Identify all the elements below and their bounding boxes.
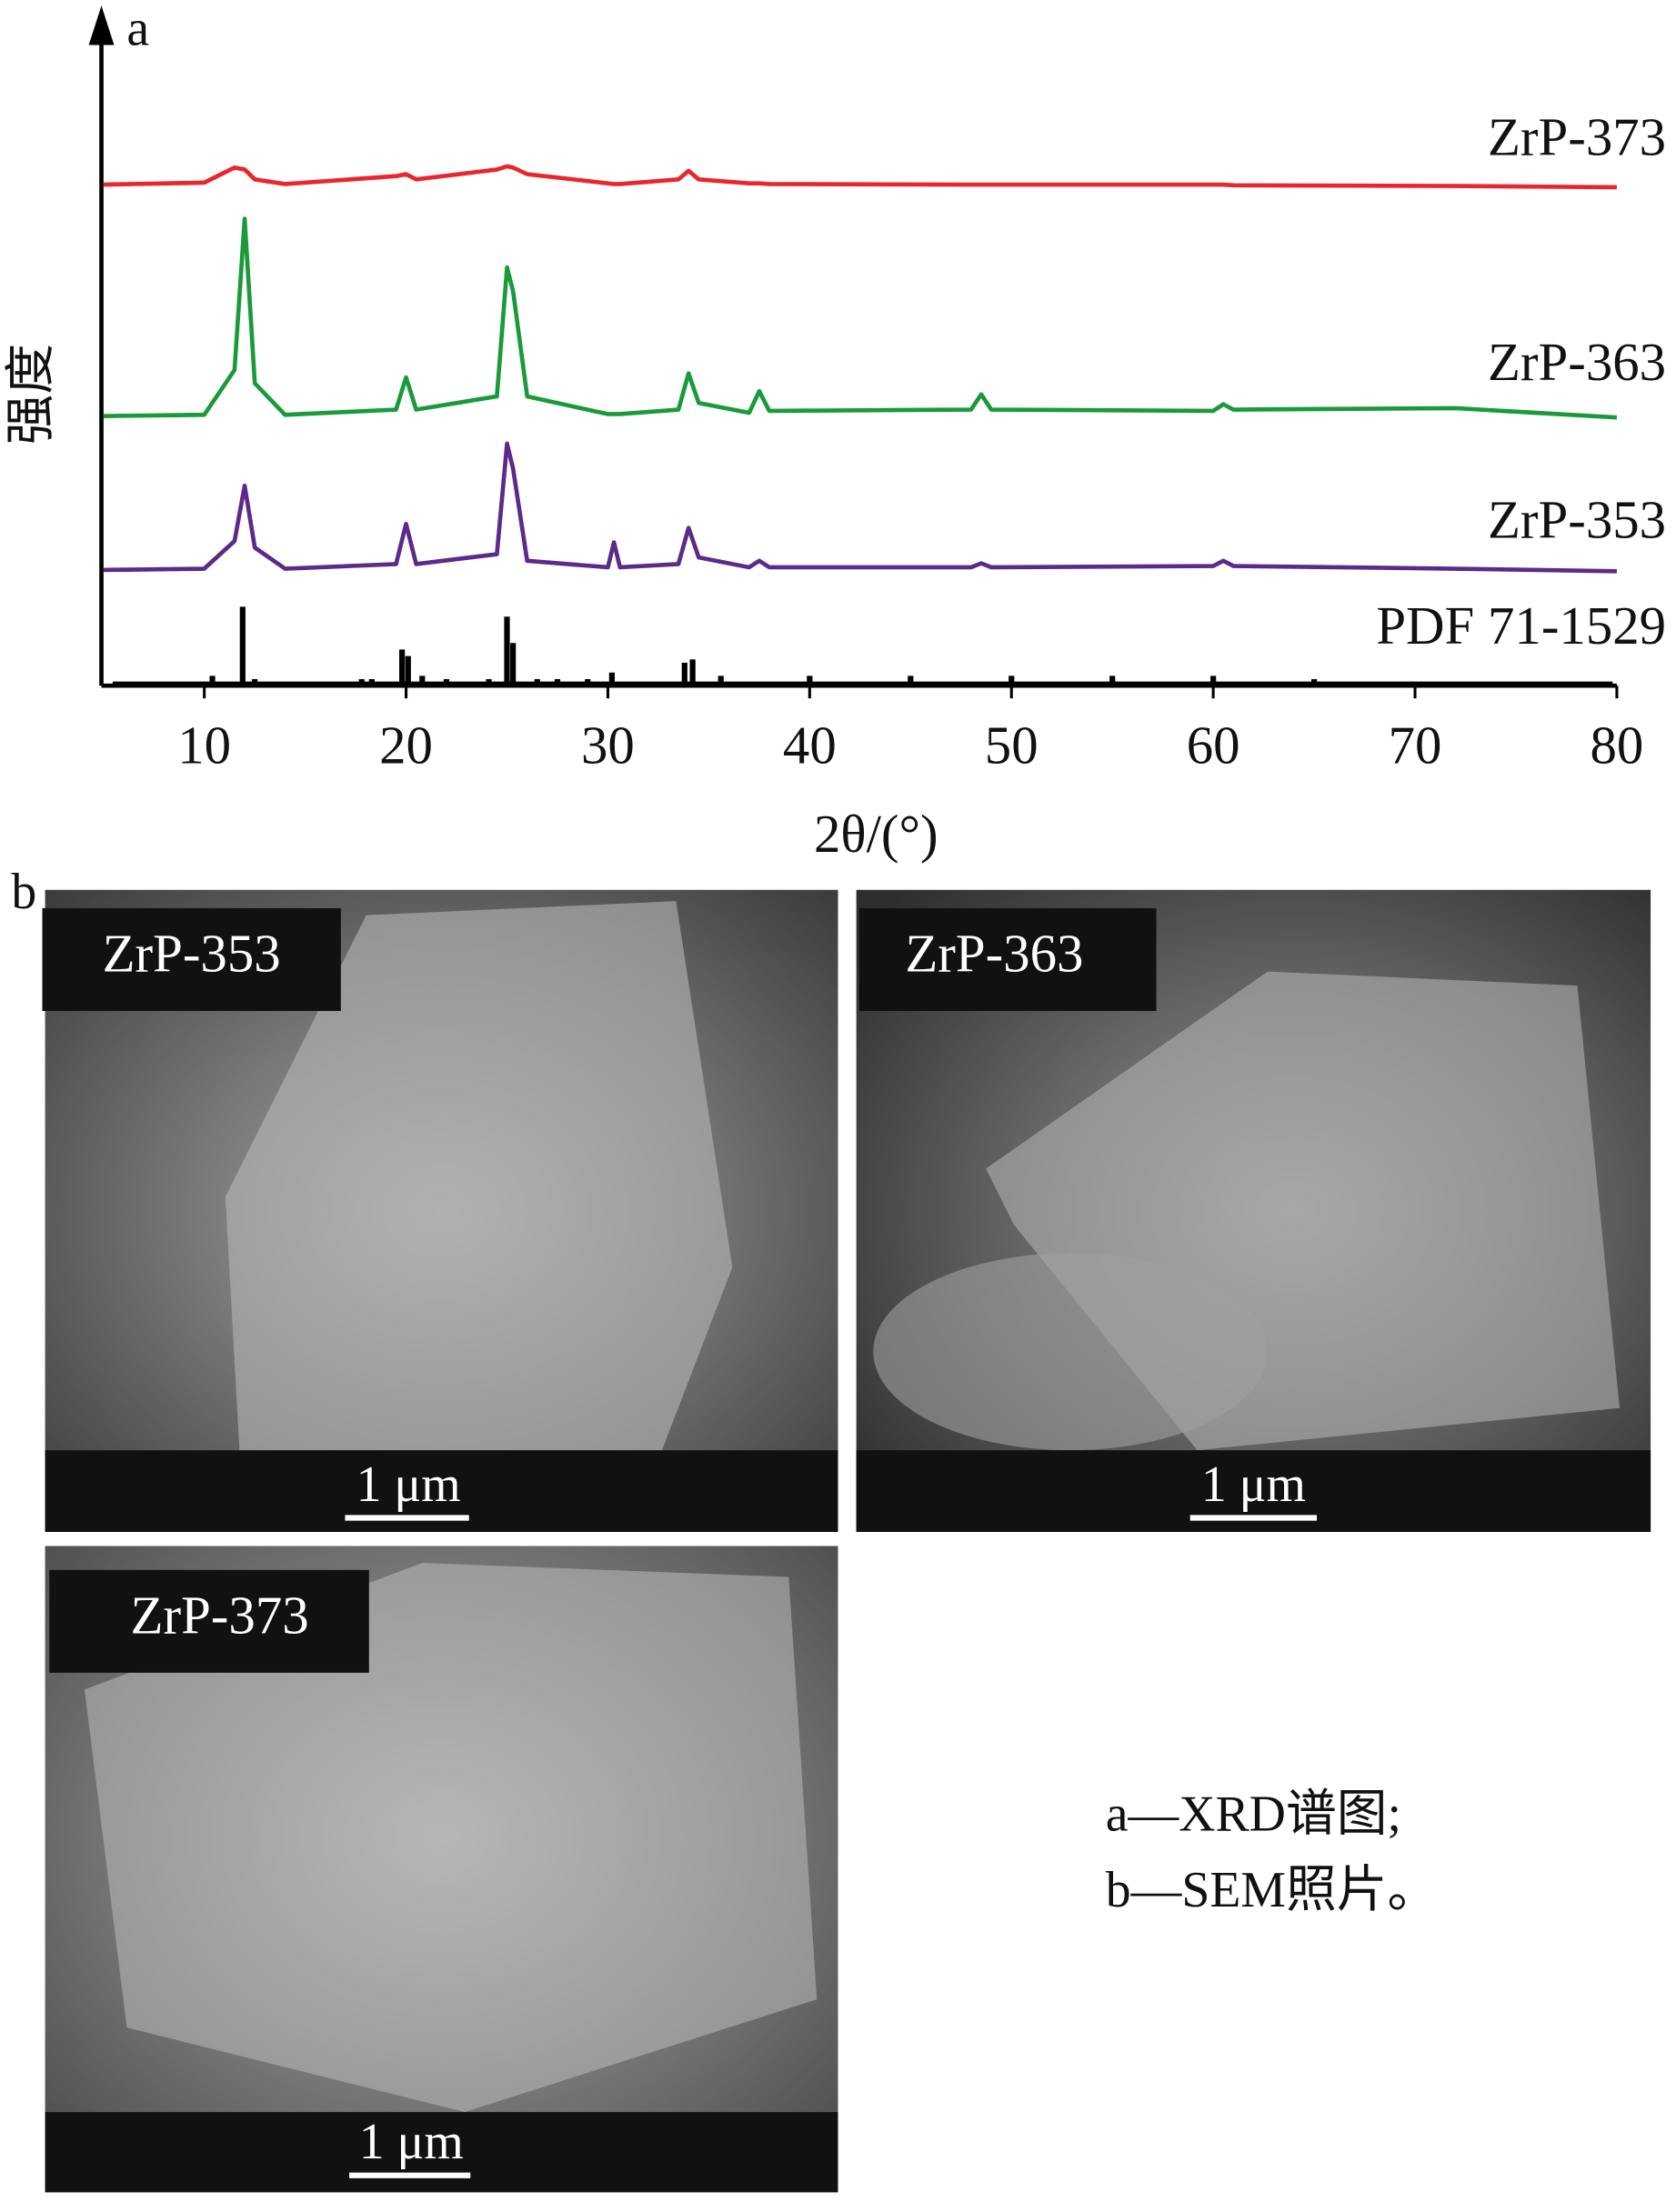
scale-bar-label: 1 μm	[356, 1456, 461, 1513]
series-label: PDF 71-1529	[1376, 596, 1666, 656]
x-axis-label: 2θ/(°)	[814, 805, 938, 864]
sem-image: ZrP-353 1 μm	[42, 889, 838, 1532]
y-axis-arrow	[88, 5, 115, 45]
x-tick-label: 70	[1389, 716, 1442, 775]
scale-bar-label: 1 μm	[359, 2114, 464, 2170]
y-axis-label: 强度	[4, 344, 60, 445]
x-tick-label: 40	[783, 716, 837, 775]
xrd-line	[103, 164, 1617, 190]
x-tick-label: 60	[1187, 716, 1240, 775]
sem-image: ZrP-373 1 μm	[45, 1546, 838, 2193]
x-tick-label: 10	[177, 716, 231, 775]
series-label: ZrP-373	[1488, 107, 1666, 166]
x-tick-label: 30	[581, 716, 635, 775]
panel-label: a	[126, 1, 149, 57]
sem-label: ZrP-363	[905, 925, 1083, 984]
sem-label: ZrP-373	[131, 1586, 309, 1645]
xrd-line	[103, 441, 1617, 574]
series-label: ZrP-353	[1488, 491, 1666, 550]
xrd-line	[103, 216, 1618, 420]
scale-bar-label: 1 μm	[1201, 1456, 1306, 1513]
panel-label: b	[11, 864, 36, 920]
x-tick-label: 80	[1591, 716, 1644, 775]
caption-line: a—XRD谱图;	[1106, 1786, 1401, 1842]
sem-image: ZrP-363 1 μm	[856, 889, 1651, 1532]
sem-label: ZrP-353	[103, 925, 281, 984]
x-tick-label: 50	[985, 716, 1039, 775]
caption-line: b—SEM照片。	[1106, 1862, 1439, 1918]
x-tick-label: 20	[379, 716, 433, 775]
series-label: ZrP-363	[1488, 333, 1666, 392]
